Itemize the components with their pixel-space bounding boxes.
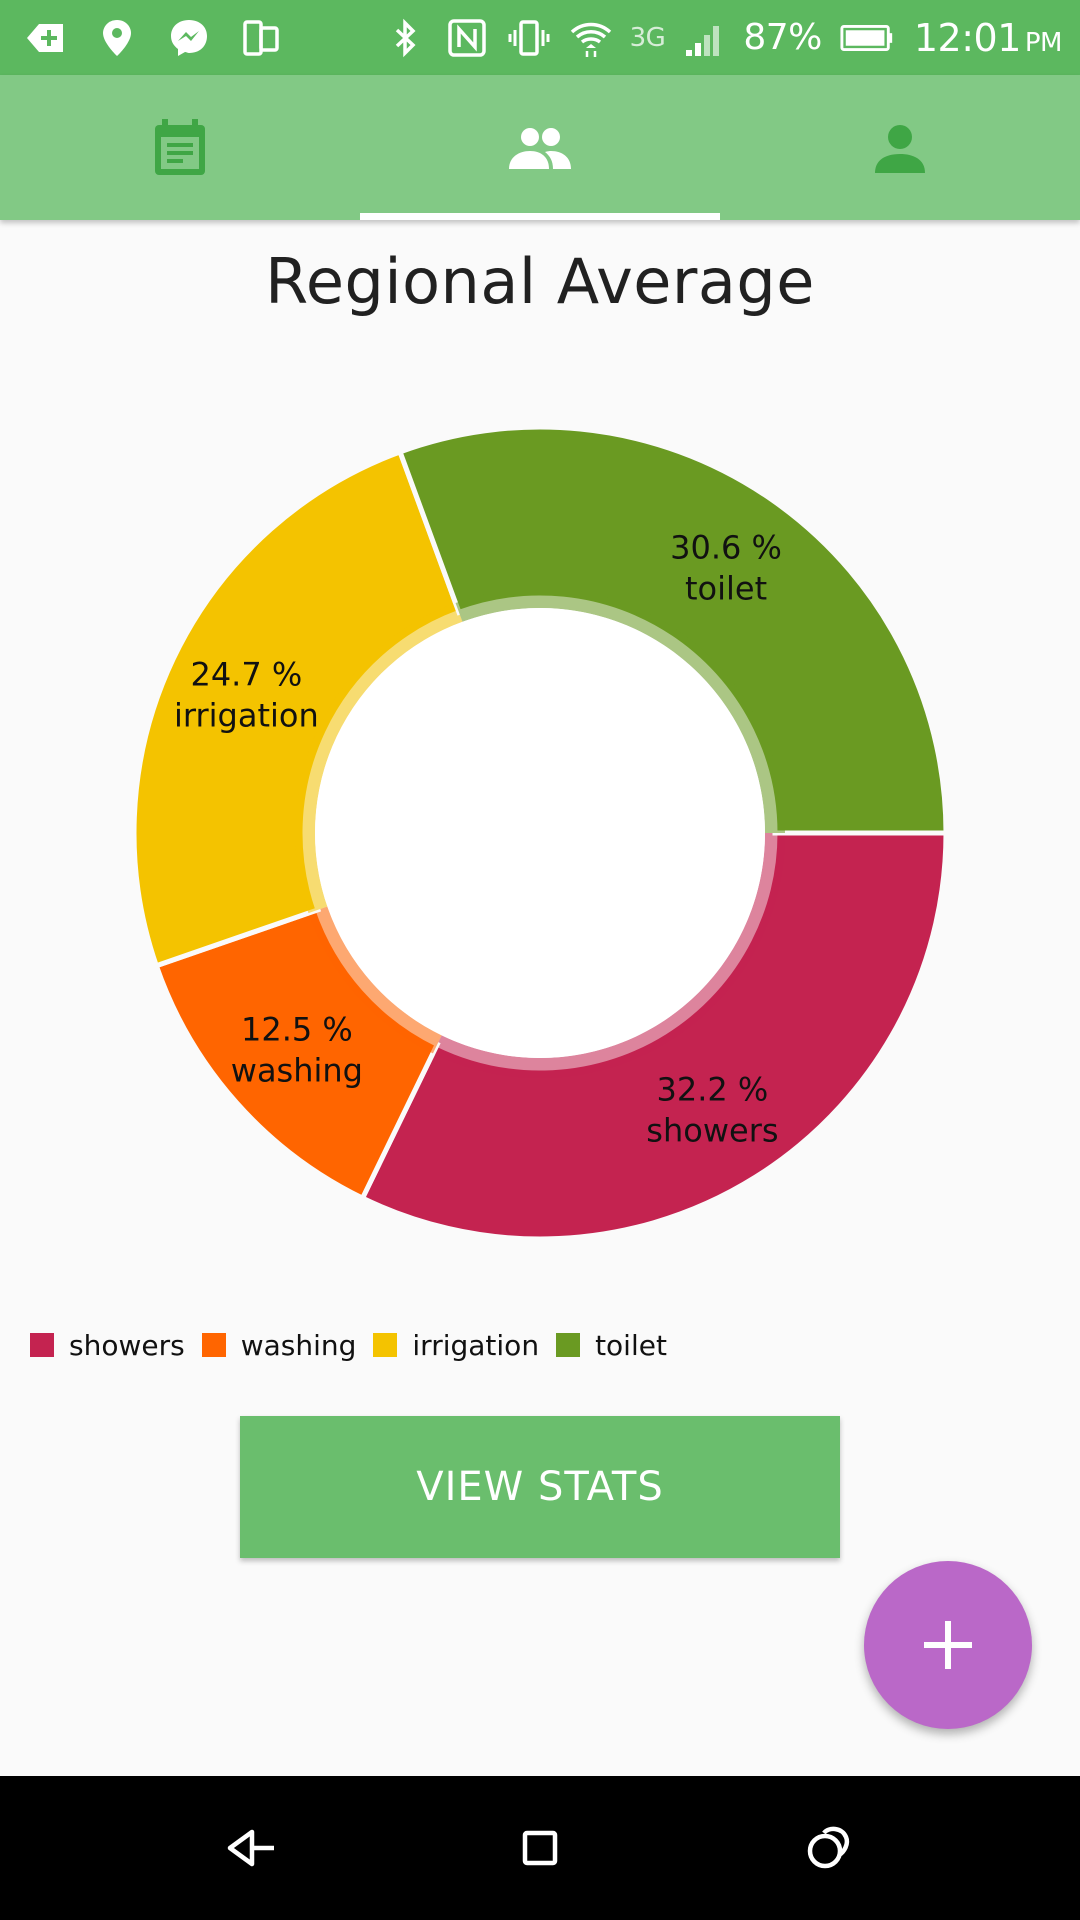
back-button[interactable] [192, 1776, 312, 1920]
location-icon [94, 15, 140, 61]
person-icon [875, 124, 925, 173]
legend-swatch [30, 1333, 54, 1357]
slice-category-label: showers [646, 1111, 778, 1149]
battery-icon [838, 15, 898, 61]
tab-bar [0, 75, 1080, 220]
slice-ring-toilet [455, 588, 785, 833]
legend-item-irrigation: irrigation [373, 1329, 539, 1362]
battery-percent: 87% [743, 17, 822, 58]
legend-label: irrigation [412, 1328, 540, 1362]
legend-label: toilet [595, 1328, 667, 1362]
slice-ring-showers [432, 833, 785, 1078]
signal-icon [681, 15, 727, 61]
legend-swatch [373, 1333, 398, 1357]
add-message-icon [22, 15, 68, 61]
legend-label: showers [69, 1328, 185, 1362]
tab-calendar[interactable] [0, 75, 360, 220]
tab-profile[interactable] [720, 75, 1080, 220]
donut-hole [315, 608, 765, 1058]
slice-value-label: 12.5 % [241, 1011, 353, 1049]
clock: 12:01 PM [913, 15, 1063, 60]
slice-category-label: toilet [685, 570, 767, 608]
slice-ring-irrigation [294, 603, 463, 914]
slice-category-label: irrigation [174, 697, 319, 735]
group-icon [509, 127, 571, 169]
network-type: 3G [629, 22, 666, 53]
slice-value-label: 30.6 % [670, 529, 782, 567]
plus-icon [924, 1621, 972, 1669]
status-bar: 3G 87% 12:01 PM [0, 0, 1080, 75]
bluetooth-icon [382, 15, 428, 61]
messenger-icon [166, 15, 212, 61]
time: 12:01 [913, 15, 1022, 60]
tab-group[interactable] [360, 75, 720, 220]
navigation-bar [0, 1776, 1080, 1920]
donut-chart-svg: 32.2 %showers 12.5 %washing 24.7 %irrigati… [131, 424, 949, 1242]
slice-ring-washing [308, 906, 442, 1054]
screen-cast-icon [238, 15, 284, 61]
slice-category-label: washing [231, 1052, 363, 1090]
calendar-icon [155, 118, 205, 175]
recents-button[interactable] [768, 1776, 888, 1920]
legend-swatch [201, 1333, 226, 1357]
wifi-icon [568, 15, 614, 61]
slice-value-label: 32.2 % [657, 1070, 769, 1108]
vibrate-icon [506, 15, 552, 61]
page-title: Regional Average [265, 245, 815, 318]
ampm: PM [1024, 27, 1063, 58]
donut-chart: 32.2 % showers 12.5 % washing 24.7 % irrigati… [0, 380, 1080, 1280]
view-stats-button[interactable]: VIEW STATS [240, 1416, 840, 1558]
recents-icon [807, 1826, 850, 1869]
slice-value-label: 24.7 % [190, 656, 302, 694]
legend-swatch [556, 1333, 581, 1357]
legend-item-toilet: toilet [556, 1329, 667, 1362]
legend-item-showers: showers [30, 1329, 185, 1362]
tab-indicator [360, 213, 720, 220]
chart-legend: showers washing irrigation toilet [30, 1325, 684, 1365]
home-icon [522, 1830, 558, 1866]
legend-item-washing: washing [201, 1328, 357, 1362]
nfc-icon [444, 15, 490, 61]
home-button[interactable] [480, 1776, 600, 1920]
add-fab-button[interactable] [864, 1561, 1032, 1729]
legend-label: washing [240, 1328, 357, 1362]
back-icon [227, 1829, 274, 1867]
